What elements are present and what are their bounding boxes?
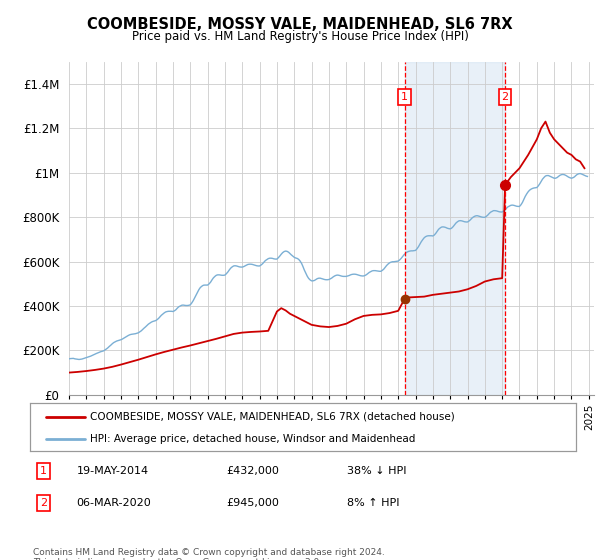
Text: 1: 1 (401, 92, 408, 102)
Text: HPI: Average price, detached house, Windsor and Maidenhead: HPI: Average price, detached house, Wind… (90, 434, 415, 444)
Text: 06-MAR-2020: 06-MAR-2020 (76, 498, 151, 508)
Text: Contains HM Land Registry data © Crown copyright and database right 2024.
This d: Contains HM Land Registry data © Crown c… (33, 548, 385, 560)
Text: COOMBESIDE, MOSSY VALE, MAIDENHEAD, SL6 7RX (detached house): COOMBESIDE, MOSSY VALE, MAIDENHEAD, SL6 … (90, 412, 455, 422)
Text: Price paid vs. HM Land Registry's House Price Index (HPI): Price paid vs. HM Land Registry's House … (131, 30, 469, 43)
Text: 2: 2 (40, 498, 47, 508)
Text: 2: 2 (502, 92, 509, 102)
Text: £945,000: £945,000 (227, 498, 280, 508)
Bar (404, 62, 505, 395)
Text: COOMBESIDE, MOSSY VALE, MAIDENHEAD, SL6 7RX: COOMBESIDE, MOSSY VALE, MAIDENHEAD, SL6 … (87, 17, 513, 32)
Text: 1: 1 (40, 466, 47, 476)
Text: 19-MAY-2014: 19-MAY-2014 (76, 466, 149, 476)
Text: 38% ↓ HPI: 38% ↓ HPI (347, 466, 406, 476)
Text: 8% ↑ HPI: 8% ↑ HPI (347, 498, 399, 508)
Text: £432,000: £432,000 (227, 466, 280, 476)
